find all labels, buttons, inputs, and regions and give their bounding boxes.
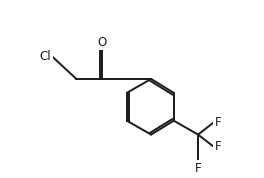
Text: Cl: Cl [40,50,51,63]
Text: F: F [215,116,221,129]
Text: F: F [215,140,221,153]
Text: O: O [98,36,107,49]
Text: F: F [195,162,201,175]
